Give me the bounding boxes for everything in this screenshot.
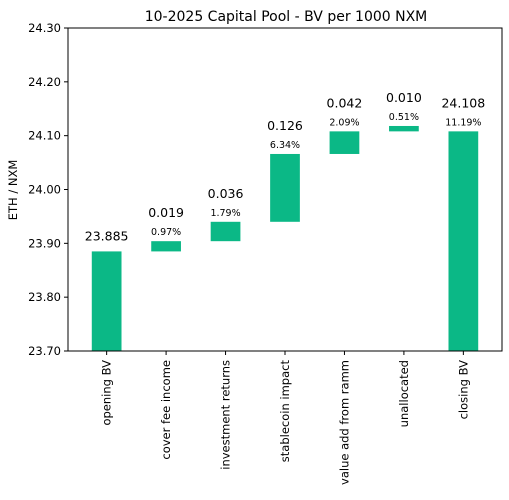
- bar-pct-label-1: 0.97%: [151, 227, 181, 238]
- bar-pct-label-4: 2.09%: [329, 117, 359, 128]
- x-tick-label-2: investment returns: [219, 360, 233, 470]
- bar-pct-label-3: 6.34%: [270, 140, 300, 151]
- bar-value-label-4: 0.042: [327, 95, 363, 110]
- bar-5: [389, 125, 419, 132]
- chart-title: 10-2025 Capital Pool - BV per 1000 NXM: [145, 9, 428, 25]
- bar-pct-label-2: 1.79%: [210, 208, 240, 219]
- bar-2: [210, 221, 241, 242]
- x-tick-label-3: stablecoin impact: [278, 360, 292, 463]
- bars-layer: [91, 125, 479, 351]
- bar-value-label-2: 0.036: [208, 186, 244, 201]
- y-tick-label-6: 24.30: [28, 21, 61, 35]
- bar-value-label-5: 0.010: [386, 90, 422, 105]
- y-tick-label-3: 24.00: [28, 183, 61, 197]
- x-tick-label-6: closing BV: [456, 360, 470, 420]
- y-tick-label-4: 24.10: [28, 129, 61, 143]
- x-tick-label-1: cover fee income: [159, 360, 173, 460]
- x-tick-label-4: value add from ramm: [337, 360, 351, 485]
- y-tick-label-0: 23.70: [28, 344, 61, 358]
- bar-4: [329, 131, 360, 154]
- bar-value-label-6: 24.108: [441, 95, 485, 110]
- bar-1: [151, 241, 181, 252]
- y-tick-label-2: 23.90: [28, 236, 61, 250]
- x-tick-label-5: unallocated: [397, 360, 411, 427]
- bar-pct-label-5: 0.51%: [389, 112, 419, 123]
- bar-value-label-1: 0.019: [148, 205, 184, 220]
- bar-pct-label-6: 11.19%: [445, 117, 481, 128]
- y-tick-label-5: 24.20: [28, 75, 61, 89]
- y-axis-label: ETH / NXM: [6, 160, 20, 221]
- bar-value-label-3: 0.126: [267, 118, 303, 133]
- bar-0: [91, 251, 122, 351]
- bar-3: [270, 153, 300, 222]
- labels-layer: 23.885 0.97% 0.019 1.79% 0.036 6.34% 0.126 2.09…: [85, 90, 485, 243]
- bar-value-label-0: 23.885: [85, 228, 129, 243]
- plot-frame: [67, 27, 503, 352]
- y-tick-label-1: 23.80: [28, 290, 61, 304]
- bar-6: [448, 131, 479, 351]
- x-axis: opening BV cover fee income investment ret…: [100, 351, 470, 485]
- x-tick-label-0: opening BV: [100, 360, 114, 426]
- y-axis: 23.70 23.80 23.90 24.00 24.10 24.20 24.30: [28, 21, 68, 358]
